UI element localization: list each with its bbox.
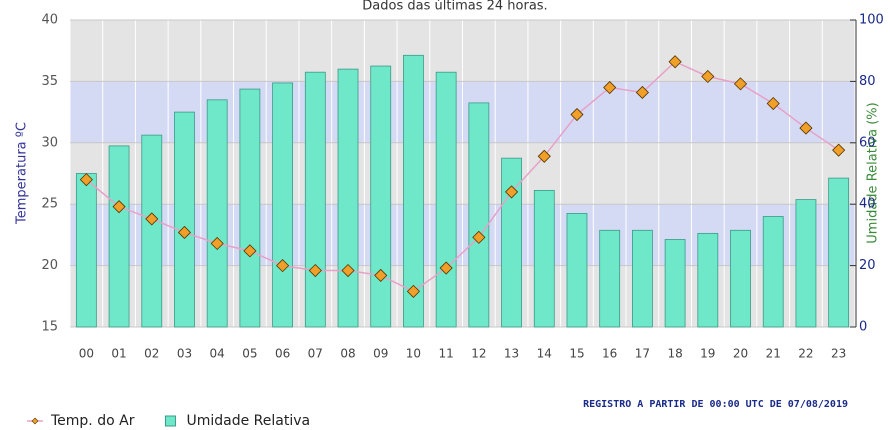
y-tick-label: 15: [41, 320, 58, 335]
x-tick-label: 20: [733, 347, 748, 361]
y-tick-label: 35: [41, 74, 58, 89]
bar: [468, 102, 490, 328]
x-tick-label: 11: [439, 347, 454, 361]
marker: [504, 185, 519, 199]
marker: [733, 77, 748, 91]
bar: [108, 145, 130, 328]
bar: [599, 229, 621, 328]
x-tick-label: 07: [308, 347, 323, 361]
marker: [635, 85, 649, 100]
x-tick-label: 15: [569, 347, 584, 361]
x-tick-label: 01: [111, 347, 126, 361]
bar: [795, 199, 817, 328]
legend-swatch: [164, 415, 176, 427]
x-tick-label: 02: [144, 347, 159, 361]
bar: [631, 229, 653, 328]
bar: [272, 82, 294, 328]
marker: [79, 173, 93, 187]
marker: [832, 143, 846, 157]
marker: [439, 261, 453, 275]
y2-tick-label: 0: [859, 320, 867, 335]
x-tick-label: 12: [471, 347, 486, 361]
marker: [145, 212, 159, 226]
x-tick-label: 22: [798, 347, 813, 361]
x-tick-label: 06: [275, 347, 290, 361]
marker: [766, 96, 780, 111]
bar: [141, 134, 163, 328]
bar: [75, 173, 97, 328]
legend-label: Temp. do Ar: [50, 413, 135, 429]
y2-tick-label: 80: [859, 74, 876, 89]
y-tick-label: 40: [41, 13, 58, 28]
marker: [799, 121, 813, 135]
bar: [697, 232, 719, 328]
y-tick-label: 30: [41, 135, 58, 150]
marker: [308, 263, 322, 278]
x-tick-label: 19: [700, 347, 715, 361]
y2-tick-label: 100: [859, 13, 884, 28]
bar: [304, 71, 326, 328]
y2-axis-label: Umidade Relativa (%): [866, 102, 881, 243]
x-tick-label: 14: [537, 347, 552, 361]
bar: [337, 68, 359, 328]
chart-title: Dados das últimas 24 horas.: [362, 0, 547, 14]
marker: [603, 80, 617, 95]
bar: [501, 157, 522, 328]
line: [85, 60, 840, 293]
bar: [533, 189, 555, 328]
bar: [828, 177, 850, 328]
x-tick-label: 03: [177, 347, 192, 361]
x-tick-label: 09: [373, 347, 388, 361]
x-tick-label: 10: [406, 347, 421, 361]
marker: [177, 225, 192, 240]
x-tick-label: 23: [831, 347, 846, 361]
x-tick-label: 21: [766, 347, 781, 361]
x-tick-label: 05: [242, 347, 257, 361]
y-axis-label: Temperatura ºC: [15, 122, 30, 225]
marker: [472, 230, 486, 244]
marker: [374, 268, 388, 282]
marker: [668, 55, 682, 69]
y2-tick-label: 40: [859, 197, 876, 212]
bar: [664, 239, 686, 328]
x-tick-label: 13: [504, 347, 519, 361]
x-tick-label: 17: [635, 347, 650, 361]
marker: [701, 69, 715, 84]
y-tick-label: 20: [41, 258, 58, 273]
marker: [341, 263, 355, 278]
bar: [566, 213, 588, 328]
bar: [403, 54, 424, 328]
marker: [243, 244, 257, 258]
marker: [570, 107, 584, 122]
bar: [174, 111, 195, 328]
legend-marker: [31, 417, 39, 425]
y2-tick-label: 20: [859, 258, 876, 273]
marker: [406, 284, 421, 298]
marker: [537, 149, 551, 163]
x-tick-label: 16: [602, 347, 617, 361]
bar: [370, 65, 392, 328]
x-tick-label: 04: [210, 347, 225, 361]
x-tick-label: 00: [79, 347, 94, 361]
marker: [210, 236, 224, 251]
y-tick-label: 25: [41, 197, 58, 212]
y2-tick-label: 60: [859, 135, 876, 150]
marker: [276, 259, 290, 273]
x-tick-label: 18: [667, 347, 682, 361]
bar: [239, 88, 261, 328]
bar: [730, 229, 751, 328]
bar: [762, 216, 784, 328]
note: REGISTRO A PARTIR DE 00:00 UTC DE 07/08/…: [583, 399, 848, 410]
legend-label: Umidade Relativa: [186, 413, 310, 429]
bar: [435, 71, 457, 328]
marker: [112, 200, 126, 214]
x-tick-label: 08: [340, 347, 355, 361]
bar: [206, 99, 228, 328]
